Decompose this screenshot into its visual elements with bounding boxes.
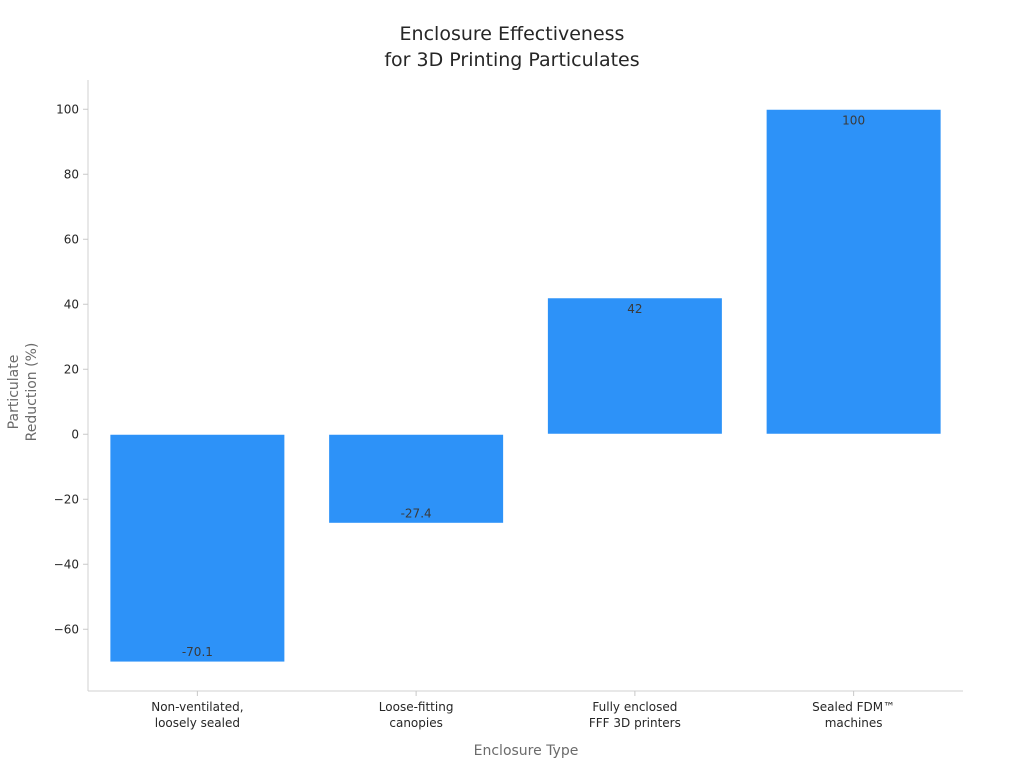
bar-value-label: 100 [842,113,865,127]
y-tick-label: 100 [56,102,79,116]
x-tick-label: Non-ventilated, loosely sealed [151,700,243,730]
y-tick-label: 20 [64,362,79,376]
y-tick-label: 0 [71,427,79,441]
bar-value-label: -27.4 [401,506,432,520]
bar-value-label: -70.1 [182,645,213,659]
bar [328,433,505,524]
x-tick-label: Loose-fitting canopies [379,700,454,730]
bar-value-label: 42 [627,302,642,316]
y-tick-label: −60 [54,622,79,636]
bar [765,108,942,435]
chart-title-line-1: Enclosure Effectiveness [400,23,625,45]
y-tick-label: −20 [54,492,79,506]
x-axis-label: Enclosure Type [474,743,579,759]
y-tick-label: 60 [64,232,79,246]
bar [109,433,286,663]
y-tick-label: −40 [54,557,79,571]
x-tick-label: Fully enclosed FFF 3D printers [589,700,681,730]
chart-title-line-2: for 3D Printing Particulates [384,49,639,71]
y-axis-label-line-2: Reduction (%) [24,343,40,442]
y-tick-label: 40 [64,297,79,311]
bar [546,297,723,435]
y-tick-label: 80 [64,167,79,181]
x-tick-label: Sealed FDM™ machines [812,700,895,730]
y-axis-label-line-1: Particulate [6,355,22,430]
